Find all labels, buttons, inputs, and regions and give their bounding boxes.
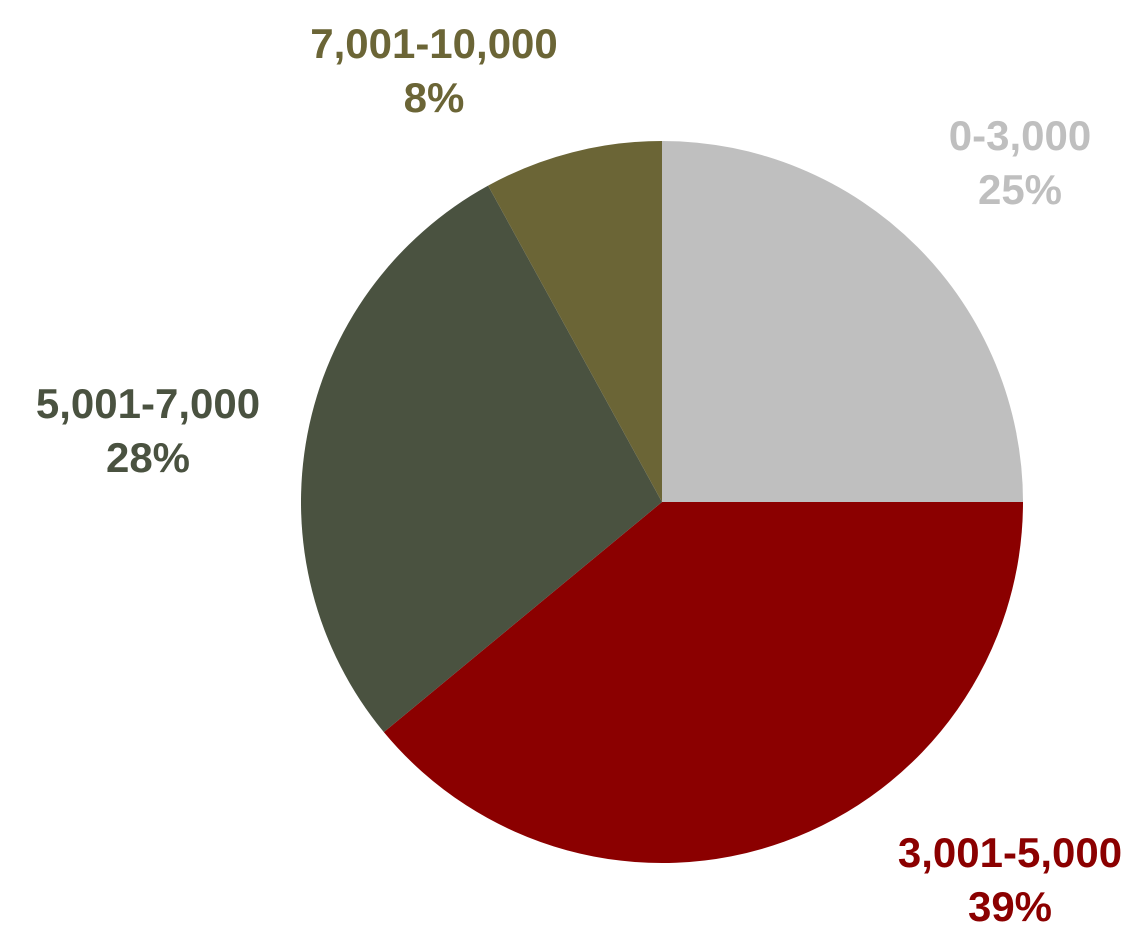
pie-slices <box>300 141 1024 864</box>
pie-slice-4 <box>488 141 662 502</box>
slice-category-label: 0-3,000 <box>949 112 1091 159</box>
slice-percent-label: 25% <box>978 166 1062 213</box>
pie-slice-2 <box>383 502 1024 864</box>
slice-percent-label: 28% <box>106 434 190 481</box>
slice-percent-label: 8% <box>404 74 465 121</box>
slice-percent-label: 39% <box>968 883 1052 930</box>
slice-category-label: 5,001-7,000 <box>36 380 260 427</box>
slice-category-label: 7,001-10,000 <box>310 20 558 67</box>
pie-slice-1 <box>662 141 1023 502</box>
slice-category-label: 3,001-5,000 <box>898 829 1122 876</box>
pie-labels: 0-3,000 25% 3,001-5,000 39% 5,001-7,000 28% 7,… <box>36 20 1122 930</box>
pie-slice-3 <box>300 185 662 733</box>
